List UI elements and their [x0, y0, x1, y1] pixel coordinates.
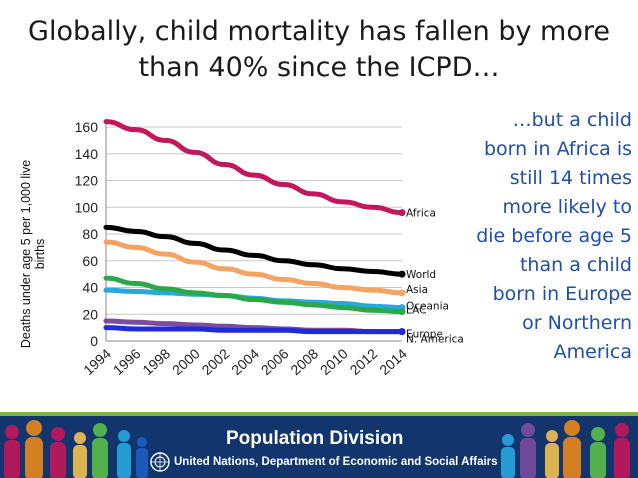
- series-label: Oceania: [406, 301, 449, 313]
- x-tick-label: 2002: [199, 345, 233, 378]
- series-label: Africa: [406, 208, 436, 220]
- people-silhouettes-icon: [4, 420, 630, 478]
- series-line-asia: [103, 239, 405, 296]
- footer-accent-line: [0, 412, 638, 416]
- y-tick-label: 100: [75, 199, 99, 215]
- series-label: N. America: [406, 334, 464, 346]
- y-tick-label: 20: [82, 306, 98, 322]
- series-end-point: [398, 270, 406, 278]
- series-label: Europe: [406, 329, 443, 341]
- x-tick-label: 2004: [228, 345, 262, 378]
- callout-text: …but a child born in Africa is still 14 …: [476, 109, 632, 363]
- series-line-n-america: [103, 325, 405, 335]
- y-axis-label: Deaths under age 5 per 1,000 livebirths: [19, 160, 47, 348]
- footer-title: Population Division: [226, 428, 404, 449]
- series-end-point: [398, 289, 406, 297]
- series-line-lac: [103, 275, 405, 315]
- series-end-point: [398, 209, 406, 217]
- series-end-point: [398, 328, 406, 336]
- x-tick-label: 2010: [317, 345, 351, 378]
- y-tick-label: 40: [82, 280, 98, 296]
- footer-banner: Population Division United Nations, Depa…: [0, 416, 638, 478]
- series-line-africa: [103, 119, 405, 216]
- series-label: LAC: [406, 305, 426, 317]
- x-tick-label: 1994: [80, 345, 114, 378]
- series-label: World: [406, 269, 436, 281]
- y-tick-label: 80: [82, 226, 98, 242]
- series-end-point: [398, 308, 406, 316]
- series-label: Asia: [406, 284, 428, 296]
- y-tick-label: 120: [75, 173, 99, 189]
- x-tick-label: 1998: [139, 345, 173, 378]
- x-tick-label: 2006: [258, 345, 292, 378]
- x-tick-label: 2000: [169, 345, 203, 378]
- footer-subtitle: United Nations, Department of Economic a…: [174, 456, 498, 468]
- y-tick-label: 140: [75, 146, 99, 162]
- slide-title: Globally, child mortality has fallen by …: [28, 16, 610, 83]
- series-line-world: [103, 224, 405, 277]
- un-emblem-icon: [150, 452, 170, 472]
- y-tick-label: 60: [82, 253, 98, 269]
- y-tick-label: 160: [75, 119, 99, 135]
- mortality-line-chart: 0204060801001201401601994199619982000200…: [19, 119, 464, 378]
- x-tick-label: 2014: [376, 345, 410, 378]
- x-tick-label: 2012: [347, 345, 381, 378]
- x-tick-label: 2008: [287, 345, 321, 378]
- x-tick-label: 1996: [110, 345, 144, 378]
- y-tick-label: 0: [90, 333, 98, 349]
